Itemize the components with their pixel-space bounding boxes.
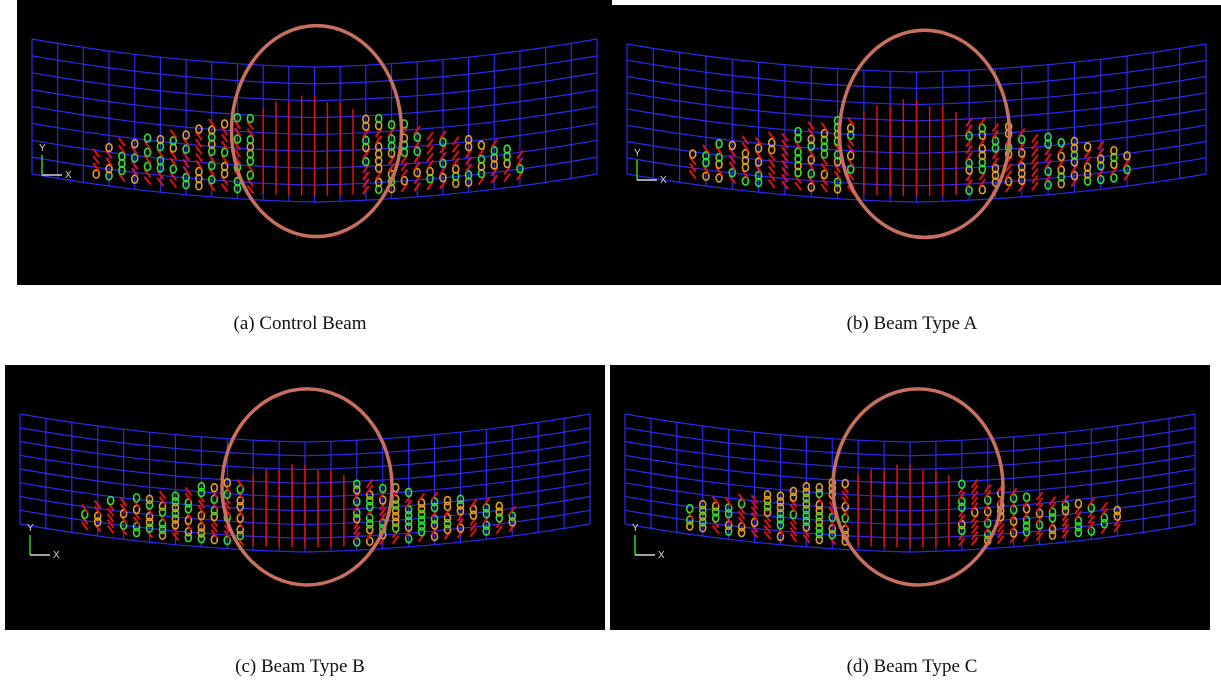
panel: YX: [5, 365, 605, 630]
crack: [716, 140, 722, 148]
crack: [1024, 493, 1030, 501]
crack: [496, 502, 502, 510]
mesh-line: [32, 39, 597, 67]
crack: [478, 141, 484, 149]
axis-label: X: [658, 550, 665, 561]
figure: YX YX YX YX (a) Control Beam (b) Beam Ty…: [0, 0, 1221, 687]
axis-label: Y: [632, 523, 639, 534]
axis-label: Y: [39, 143, 46, 154]
crack: [1058, 139, 1064, 147]
caption: (d) Beam Type C: [612, 656, 1212, 678]
fe-plot: YX: [612, 5, 1221, 285]
mesh-line: [20, 414, 590, 442]
crack: [765, 491, 771, 499]
axis-label: X: [53, 550, 60, 561]
crack: [222, 120, 228, 128]
caption: (a) Control Beam: [0, 313, 600, 335]
axis-label: Y: [27, 523, 34, 534]
axis-label: X: [660, 175, 667, 186]
fe-plot: YX: [610, 365, 1210, 630]
caption: (b) Beam Type A: [612, 313, 1212, 335]
mesh-line: [625, 414, 1195, 442]
crack: [211, 484, 217, 492]
fe-plot: YX: [17, 0, 612, 285]
crack: [134, 494, 140, 502]
crack: [145, 134, 151, 142]
crack: [1085, 143, 1091, 151]
crack: [445, 497, 451, 505]
crack: [108, 497, 114, 505]
mesh-line: [627, 44, 1206, 72]
crack: [687, 505, 693, 513]
caption: (c) Beam Type B: [0, 656, 600, 678]
axis-label: X: [65, 170, 72, 181]
crack: [816, 484, 822, 492]
panel: YX: [610, 365, 1210, 630]
axis-label: Y: [634, 148, 641, 159]
fe-plot: YX: [5, 365, 605, 630]
panel: YX: [612, 5, 1221, 285]
panel: YX: [17, 0, 612, 285]
highlight-circle: [232, 26, 402, 237]
crack: [1075, 500, 1081, 508]
